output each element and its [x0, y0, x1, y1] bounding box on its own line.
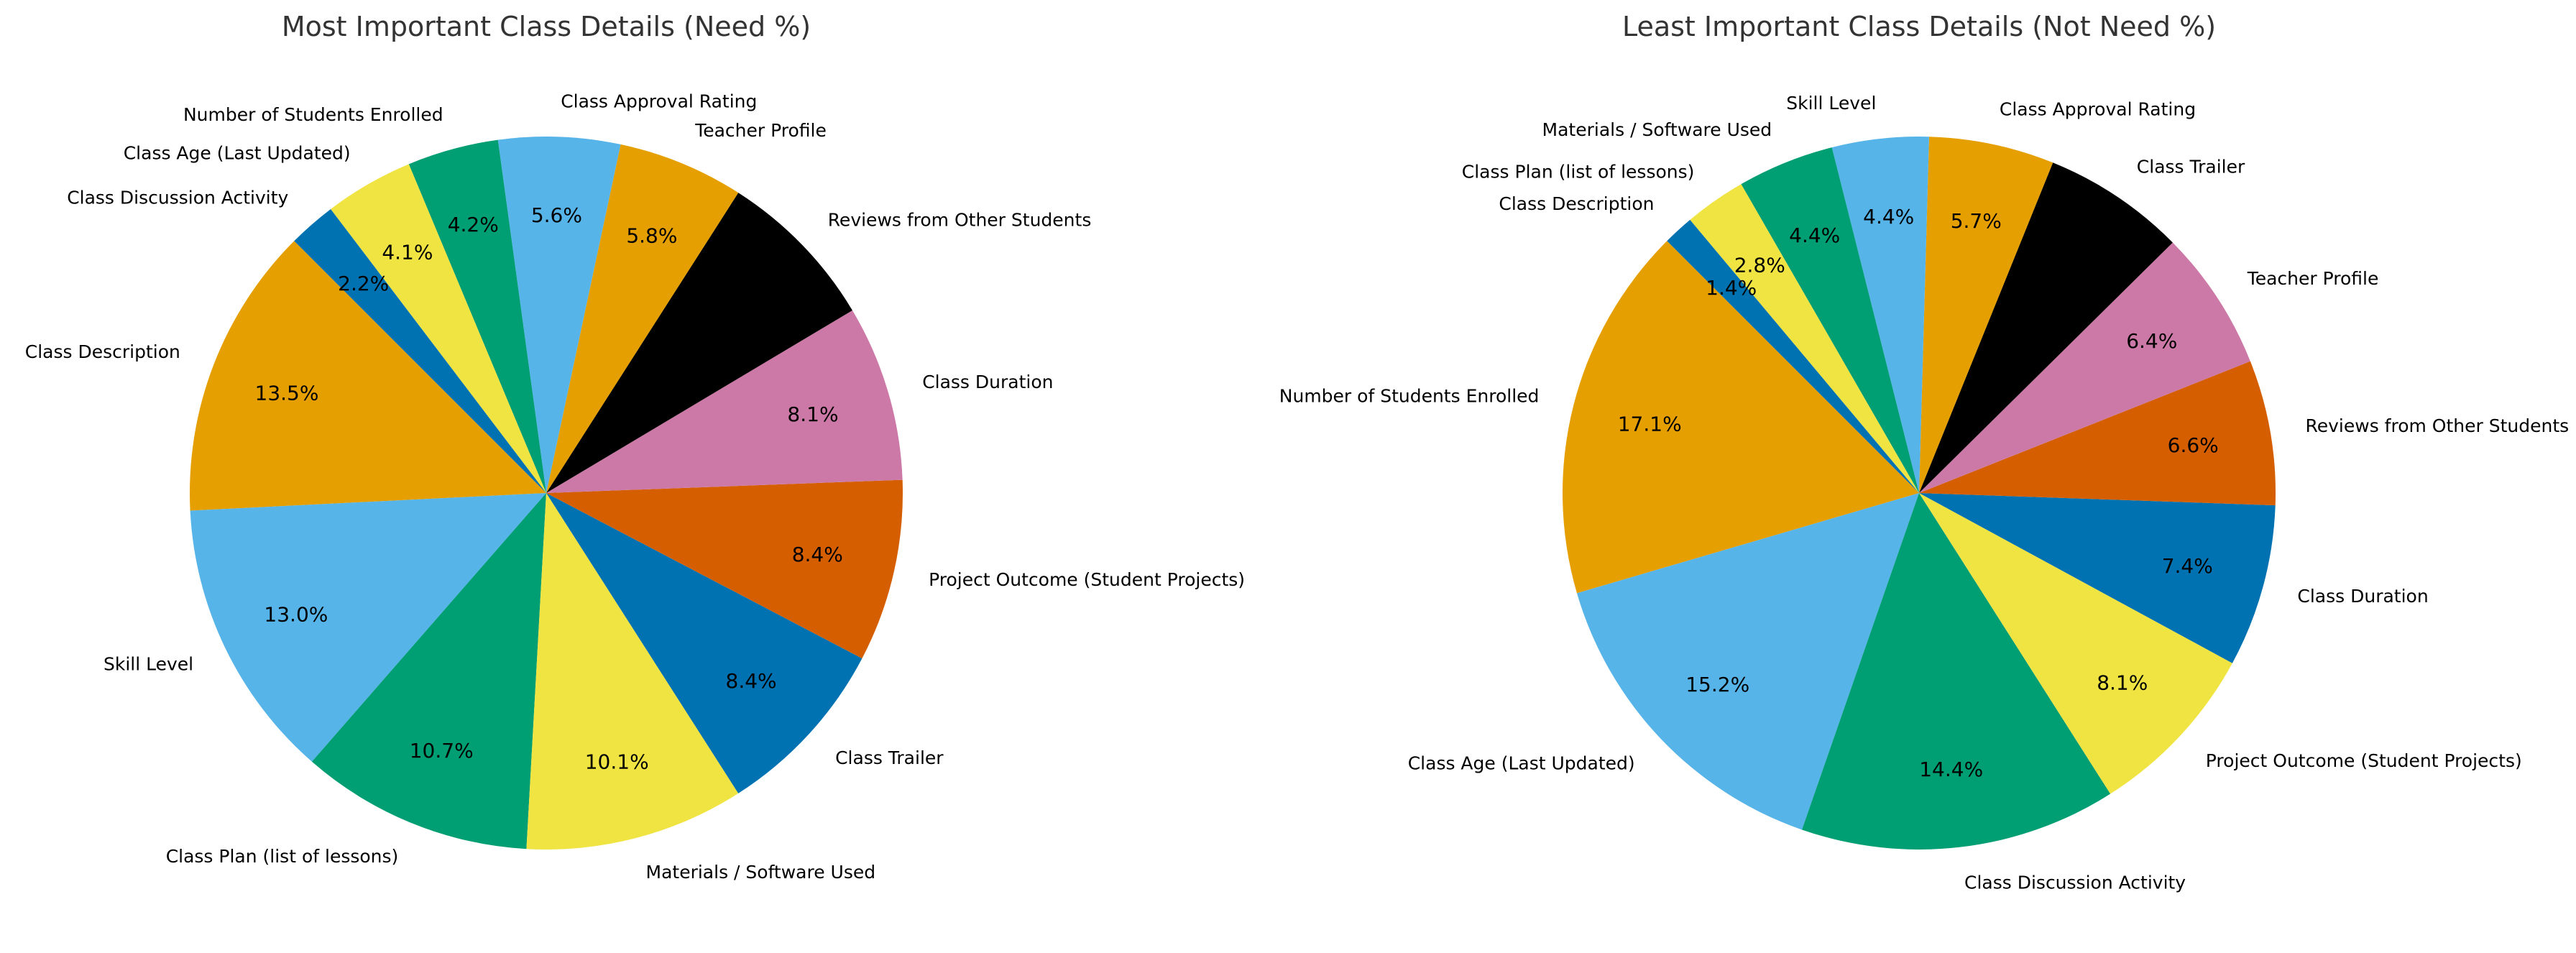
label-group: Class Description 13.5% Skill Level 13.0% Cl…	[25, 91, 1245, 883]
pie-slice-class-approval-rating	[497, 136, 621, 493]
pie-slice-teacher-profile	[546, 144, 739, 494]
pie-slice-skill-level	[1831, 137, 1929, 493]
pie-slice-class-duration	[1919, 493, 2276, 663]
slice-group	[1563, 137, 2276, 850]
pie-slice-class-trailer	[1919, 162, 2173, 493]
percent-label: 8.4%	[792, 543, 843, 566]
pie-slice-class-approval-rating	[1919, 137, 2053, 493]
percent-label: 13.0%	[264, 602, 328, 626]
slice-label: Class Discussion Activity	[67, 187, 288, 208]
pie-slice-class-plan-list-of-lessons	[1690, 184, 1919, 493]
slice-label: Project Outcome (Student Projects)	[929, 569, 1245, 590]
percent-label: 6.4%	[2126, 329, 2177, 353]
slice-label: Skill Level	[1786, 93, 1876, 114]
slice-group	[190, 136, 903, 850]
pie-slice-materials-software-used	[1741, 147, 1919, 493]
chart-title: Most Important Class Details (Need %)	[282, 11, 811, 42]
percent-label: 5.6%	[531, 203, 582, 227]
percent-label: 10.7%	[410, 739, 474, 763]
pie-slice-class-discussion-activity	[1802, 493, 2111, 850]
slice-label: Class Approval Rating	[561, 91, 757, 111]
slice-label: Teacher Profile	[2247, 268, 2379, 289]
percent-label: 4.4%	[1789, 224, 1840, 247]
percent-label: 8.1%	[787, 402, 838, 426]
slice-label: Number of Students Enrolled	[1279, 385, 1540, 406]
pie-slice-reviews-from-other-students	[1919, 361, 2276, 506]
pie-slice-class-discussion-activity	[294, 208, 546, 493]
slice-label: Class Discussion Activity	[1964, 872, 2186, 893]
percent-label: 8.4%	[726, 669, 777, 693]
pie-chart-need: Most Important Class Details (Need %) Cl…	[25, 11, 1245, 883]
percent-label: 1.4%	[1706, 276, 1757, 300]
slice-label: Class Duration	[922, 372, 1053, 392]
slice-label: Class Approval Rating	[2000, 99, 2196, 120]
slice-label: Class Trailer	[835, 747, 944, 768]
slice-label: Number of Students Enrolled	[183, 104, 443, 125]
pie-slice-number-of-students-enrolled	[408, 139, 546, 493]
slice-label: Class Description	[1499, 193, 1654, 214]
slice-label: Class Age (Last Updated)	[124, 143, 351, 164]
slice-label: Class Plan (list of lessons)	[166, 846, 399, 867]
pie-slice-reviews-from-other-students	[546, 193, 852, 493]
percent-label: 5.7%	[1951, 209, 2002, 233]
pie-slice-teacher-profile	[1919, 242, 2250, 493]
pie-slice-class-description	[190, 241, 546, 511]
pie-slice-number-of-students-enrolled	[1563, 241, 1919, 594]
percent-label: 5.8%	[626, 224, 677, 248]
slice-label: Reviews from Other Students	[828, 210, 1092, 231]
slice-label: Teacher Profile	[694, 120, 827, 141]
pie-slice-skill-level	[190, 493, 546, 762]
percent-label: 14.4%	[1919, 758, 1983, 781]
pie-slice-class-age-last-updated	[331, 164, 546, 493]
pie-slice-class-trailer	[546, 493, 862, 793]
percent-label: 4.1%	[382, 240, 433, 264]
slice-label: Class Trailer	[2137, 157, 2245, 178]
pie-slice-class-duration	[546, 310, 903, 493]
pie-slice-class-plan-list-of-lessons	[311, 493, 546, 850]
pie-slice-materials-software-used	[526, 493, 739, 850]
slice-label: Materials / Software Used	[646, 862, 876, 883]
slice-label: Reviews from Other Students	[2306, 415, 2570, 436]
slice-label: Class Description	[25, 341, 180, 362]
percent-label: 13.5%	[255, 381, 319, 405]
chart-title: Least Important Class Details (Not Need …	[1622, 11, 2216, 42]
percent-label: 7.4%	[2162, 554, 2213, 578]
percent-label: 17.1%	[1618, 413, 1682, 436]
percent-label: 4.2%	[448, 213, 499, 236]
pie-slice-class-age-last-updated	[1576, 493, 1919, 830]
pie-slice-project-outcome-student-projects	[1919, 493, 2232, 794]
percent-label: 8.1%	[2097, 671, 2148, 695]
pie-slice-project-outcome-student-projects	[546, 479, 903, 659]
slice-label: Class Plan (list of lessons)	[1462, 161, 1695, 182]
label-group: Number of Students Enrolled 17.1% Class Ag…	[1279, 93, 2569, 893]
percent-label: 10.1%	[585, 750, 649, 774]
pie-slice-class-description	[1667, 219, 1919, 493]
percent-label: 4.4%	[1863, 205, 1914, 229]
slice-label: Project Outcome (Student Projects)	[2206, 750, 2522, 771]
slice-label: Class Age (Last Updated)	[1408, 753, 1635, 774]
slice-label: Materials / Software Used	[1542, 119, 1772, 140]
slice-label: Class Duration	[2297, 586, 2428, 607]
slice-label: Skill Level	[104, 654, 193, 675]
percent-label: 2.8%	[1734, 253, 1785, 277]
pie-chart-not-need: Least Important Class Details (Not Need …	[1279, 11, 2569, 893]
percent-label: 15.2%	[1685, 673, 1749, 696]
percent-label: 6.6%	[2168, 433, 2219, 457]
percent-label: 2.2%	[338, 272, 389, 295]
